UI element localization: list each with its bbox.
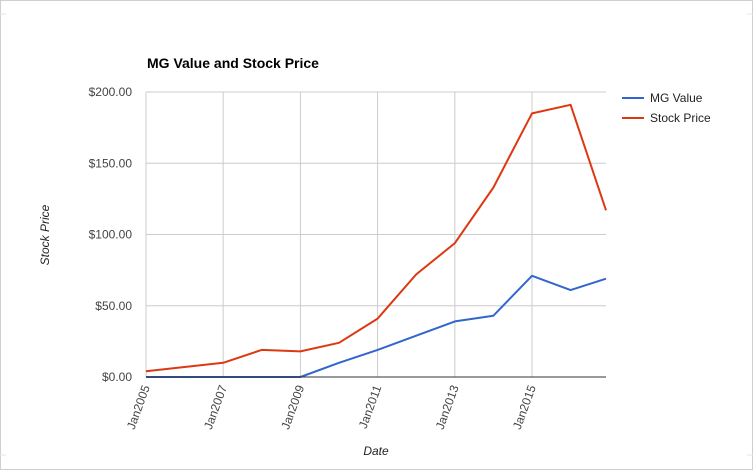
y-tick-label: $50.00	[95, 299, 132, 313]
x-axis-title: Date	[363, 444, 389, 458]
series-line-mg-value	[146, 274, 607, 378]
x-tick-label: Jan2011	[356, 383, 385, 431]
y-tick-label: $100.00	[89, 228, 133, 242]
y-axis-title: Stock Price	[38, 204, 52, 265]
legend-label-mg-value: MG Value	[650, 91, 703, 105]
x-tick-label: Jan2015	[510, 383, 539, 431]
legend: MG Value Stock Price	[622, 91, 711, 125]
x-tick-label: Jan2005	[124, 383, 153, 431]
x-tick-label: Jan2013	[433, 383, 462, 431]
y-axis-tick-labels: $0.00 $50.00 $100.00 $150.00 $200.00	[89, 85, 133, 384]
y-tick-label: $0.00	[102, 370, 132, 384]
y-tick-label: $200.00	[89, 85, 133, 99]
series-line-stock-price	[145, 103, 607, 373]
x-tick-label: Jan2009	[278, 383, 307, 431]
y-tick-label: $150.00	[89, 156, 133, 170]
series-lines	[145, 103, 607, 378]
x-axis-tick-labels: Jan2005 Jan2007 Jan2009 Jan2011 Jan2013 Jan20…	[124, 383, 539, 431]
gridlines	[145, 91, 606, 378]
legend-label-stock-price: Stock Price	[650, 111, 711, 125]
chart-title: MG Value and Stock Price	[147, 55, 319, 71]
x-tick-label: Jan2007	[201, 383, 230, 431]
